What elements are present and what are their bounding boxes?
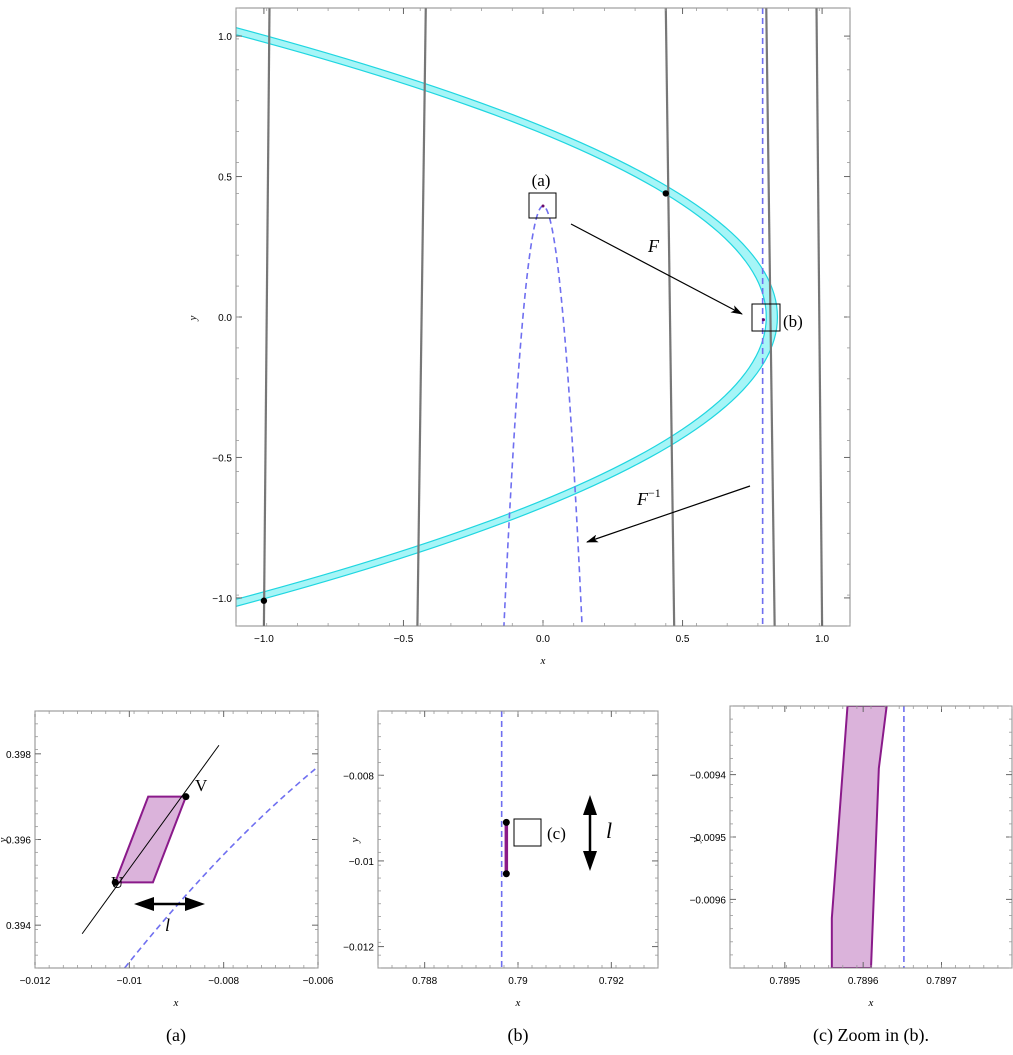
- panel-b-xtick-label: 0.79: [508, 976, 528, 987]
- panel-b-xtick-label: 0.788: [412, 976, 437, 987]
- main-xtick-label: 0.5: [676, 634, 690, 645]
- panel-a-xtick-label: −0.008: [208, 976, 239, 987]
- main-ytick-label: −0.5: [212, 453, 232, 464]
- panel-c-ytick-label: −0.0094: [690, 771, 727, 782]
- main-frame: [235, 7, 851, 627]
- panel-c-xtick-label: 0.7895: [770, 976, 801, 987]
- f-inverse-sup: −1: [648, 486, 661, 500]
- main-xtick-label: 0.0: [536, 634, 550, 645]
- panel-c-ytick-label: −0.0096: [690, 895, 727, 906]
- main-ylabel: y: [187, 315, 199, 321]
- caption-b: (b): [508, 1025, 529, 1046]
- main-ytick-label: 1.0: [218, 32, 232, 43]
- gray-line: [416, 8, 427, 626]
- main-plot: −1.0 −0.5 0.0 0.5 1.0 −1.0 −0.5 0.0 0.5 1.0 x y (…: [187, 7, 851, 667]
- label-l-a: l: [165, 915, 170, 935]
- l-arrow-vertical: [583, 795, 597, 871]
- panel-a-xtick-label: −0.006: [303, 976, 334, 987]
- panel-b-xlabel: x: [515, 997, 521, 1009]
- caption-c: (c) Zoom in (b).: [813, 1025, 929, 1046]
- purple-strip: [830, 706, 888, 968]
- f-inverse-base: F: [636, 489, 649, 509]
- main-xtick-label: 1.0: [815, 634, 829, 645]
- arrow-f: [570, 223, 743, 315]
- gray-line: [815, 8, 824, 626]
- label-u: U: [111, 873, 123, 892]
- panel-c-xtick-label: 0.7897: [926, 976, 957, 987]
- zoom-box-b: [751, 303, 781, 332]
- zoom-box-a: [528, 192, 557, 219]
- panel-a-xtick-label: −0.012: [20, 976, 51, 987]
- panel-c: 0.7895 0.7896 0.7897−0.0094−0.0095−0.0096 …: [690, 705, 1013, 1046]
- caption-a: (a): [166, 1025, 186, 1046]
- panel-b-ytick-label: −0.008: [343, 771, 374, 782]
- data-point: [260, 597, 268, 604]
- arrow-f-label: F: [647, 236, 660, 256]
- gray-line: [262, 8, 271, 626]
- main-points: [260, 190, 765, 604]
- panel-c-ylabel: y: [690, 837, 702, 843]
- segment-bottom-point: [502, 870, 510, 878]
- panel-c-xtick-label: 0.7896: [848, 976, 879, 987]
- panel-c-ytick-label: −0.0095: [690, 833, 727, 844]
- data-point: [662, 190, 669, 197]
- main-ytick-label: 0.5: [218, 173, 232, 184]
- panel-c-ticks: 0.7895 0.7896 0.7897 −0.0094 −0.0095 −0.0096: [690, 705, 1013, 987]
- zoom-box-b-label: (b): [783, 312, 803, 331]
- gray-line: [765, 8, 776, 626]
- gray-lines: [262, 8, 824, 626]
- zoom-box-a-label: (a): [532, 171, 551, 190]
- panel-a-xlabel: x: [173, 997, 179, 1009]
- main-ticks: −1.0 −0.5 0.0 0.5 1.0 −1.0 −0.5 0.0 0.5 1.0: [212, 7, 851, 645]
- panel-b-ticks: 0.788 0.79 0.792 −0.008 −0.01 −0.012: [343, 710, 659, 987]
- panel-a-ylabel: y: [0, 837, 9, 843]
- l-arrow-horizontal: [134, 897, 205, 911]
- panel-a-ytick-label: 0.398: [6, 750, 31, 761]
- segment-top-point: [502, 818, 510, 826]
- dashed-curve: [123, 766, 318, 968]
- uv-line: [81, 744, 220, 935]
- zoom-box-c: [513, 818, 542, 847]
- panel-b-ylabel: y: [349, 837, 361, 843]
- gray-line: [664, 8, 676, 626]
- main-ytick-label: −1.0: [212, 594, 232, 605]
- zoom-box-c-label: (c): [547, 824, 566, 843]
- data-point: [541, 204, 545, 208]
- panel-b-ytick-label: −0.01: [349, 857, 375, 868]
- main-xtick-label: −0.5: [394, 634, 414, 645]
- panel-a-ytick-label: 0.394: [6, 921, 31, 932]
- panel-a: −0.012 −0.01 −0.008 −0.006 0.394 0.396 0.398 x…: [0, 710, 334, 1046]
- point-u: [111, 878, 119, 886]
- arrow-f-inverse-label: F−1: [636, 486, 661, 509]
- label-l-b: l: [606, 818, 612, 843]
- panel-b-xtick-label: 0.792: [599, 976, 624, 987]
- point-v: [182, 793, 190, 801]
- arrow-f-inverse: [586, 485, 751, 543]
- panel-a-ticks: −0.012 −0.01 −0.008 −0.006 0.394 0.396 0.398: [6, 710, 334, 987]
- panel-a-ytick-label: 0.396: [6, 836, 31, 847]
- main-ytick-label: 0.0: [218, 313, 232, 324]
- panel-a-frame: [34, 710, 319, 969]
- data-point: [761, 318, 765, 322]
- main-xlabel: x: [540, 655, 546, 667]
- main-xtick-label: −1.0: [254, 634, 274, 645]
- panel-b-frame: [377, 710, 659, 969]
- panel-a-xtick-label: −0.01: [117, 976, 143, 987]
- blue-dashed-parabola: [503, 205, 583, 626]
- label-v: V: [195, 776, 208, 795]
- panel-c-xlabel: x: [868, 997, 874, 1009]
- panel-b: 0.788 0.79 0.792−0.008−0.01−0.012 x y (c) …: [343, 710, 659, 1046]
- panel-b-ytick-label: −0.012: [343, 943, 374, 954]
- cyan-band: [236, 27, 779, 607]
